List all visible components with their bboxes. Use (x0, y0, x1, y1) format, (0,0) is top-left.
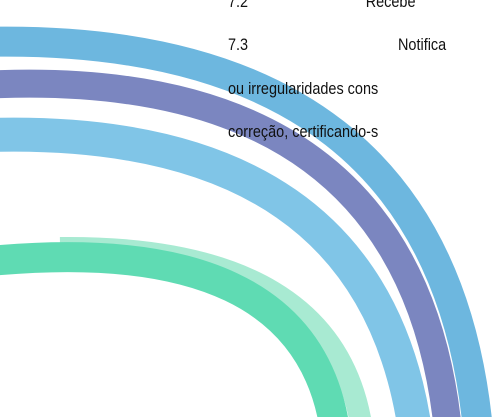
decorative-swooshes (0, 0, 500, 417)
item-number: 7.2 (228, 0, 248, 12)
text-line: correção, certificando-s (228, 122, 378, 142)
page: 7.2 Recebe 7.3 Notifica ou irregularidad… (0, 0, 500, 417)
item-text: Recebe (366, 0, 416, 11)
text-line: ou irregularidades cons (228, 79, 378, 99)
text-line: 7.3 Notifica (228, 35, 446, 55)
swoosh (0, 257, 335, 417)
text-line: 7.2 Recebe (228, 0, 416, 12)
item-number: 7.3 (228, 35, 248, 55)
item-text: Notifica (398, 35, 446, 54)
